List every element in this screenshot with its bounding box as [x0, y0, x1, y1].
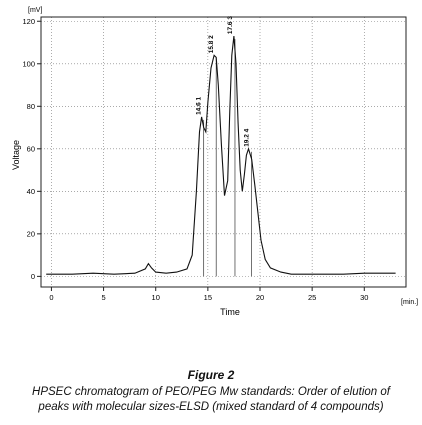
x-tick-label: 30 [360, 293, 368, 302]
peak-label: 14.6 1 [196, 96, 203, 114]
figure-title: Figure 2 [187, 368, 235, 382]
y-axis-unit: [mV] [28, 7, 42, 14]
chromatogram-trace [46, 36, 396, 275]
peak-label: 15.8 2 [208, 35, 215, 53]
y-tick-label: 120 [22, 17, 35, 26]
x-tick-label: 0 [49, 293, 53, 302]
gridlines [41, 17, 406, 287]
x-axis-unit: [min.] [401, 299, 418, 306]
plot-frame [40, 16, 407, 288]
peak-markers: 14.6 1 15.8 2 17.6 3 19.2 4 [196, 16, 253, 277]
figure-caption-line-1: HPSEC chromatogram of PEO/PEG Mw standar… [32, 386, 390, 398]
y-tick-label: 20 [27, 229, 35, 238]
figure-caption-line-2: peaks with molecular sizes-ELSD (mixed s… [38, 401, 384, 413]
y-tick-label: 0 [31, 272, 35, 281]
x-axis-label: Time [220, 307, 240, 317]
peak-label: 19.2 4 [244, 128, 251, 146]
y-tick-label: 100 [22, 59, 35, 68]
peak-label: 17.6 3 [227, 16, 234, 34]
x-tick-label: 15 [204, 293, 212, 302]
y-tick-label: 80 [27, 102, 35, 111]
x-tick-label: 5 [101, 293, 105, 302]
x-tick-label: 20 [256, 293, 264, 302]
y-tick-label: 60 [27, 144, 35, 153]
y-tick-label: 40 [27, 187, 35, 196]
y-axis-label: Voltage [11, 140, 21, 170]
chromatogram-chart: 0 5 10 15 20 25 30 0 20 40 60 80 100 120 14.6 1 15.8 2… [11, 7, 418, 317]
x-tick-label: 10 [152, 293, 160, 302]
x-tick-label: 25 [308, 293, 316, 302]
axis-ticks: 0 5 10 15 20 25 30 0 20 40 60 80 100 120 [22, 17, 368, 302]
